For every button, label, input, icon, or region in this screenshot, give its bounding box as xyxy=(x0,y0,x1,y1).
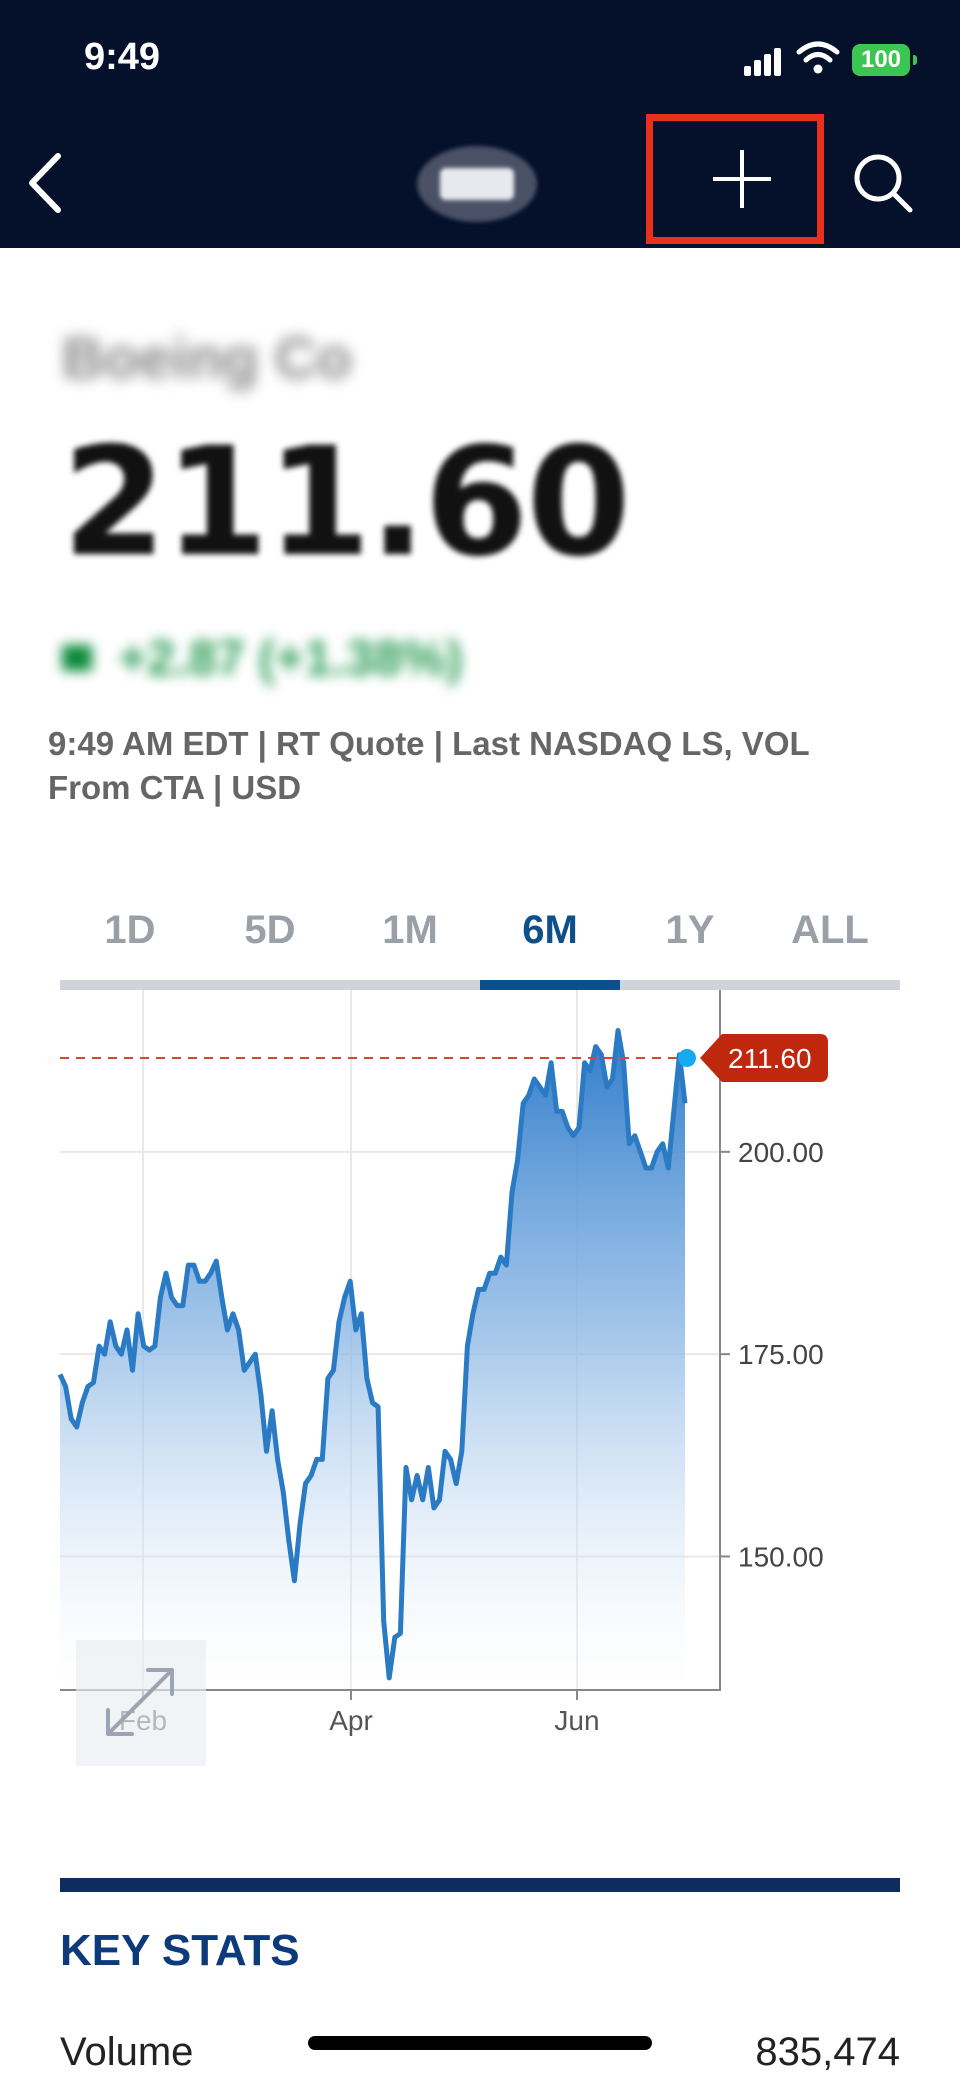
quote-metadata: 9:49 AM EDT | RT Quote | Last NASDAQ LS,… xyxy=(48,725,810,806)
volume-value: 835,474 xyxy=(755,2030,900,2074)
last-price: 211.60 xyxy=(62,416,631,590)
volume-label: Volume xyxy=(60,2030,194,2074)
up-arrow-icon xyxy=(62,645,92,671)
price-change-text: +2.87 (+1.38%) xyxy=(118,630,463,686)
tab-all[interactable]: ALL xyxy=(791,908,869,952)
y-tick-label: 200.00 xyxy=(738,1137,824,1168)
y-tick-label: 175.00 xyxy=(738,1339,824,1370)
tab-1d[interactable]: 1D xyxy=(104,908,156,952)
last-price-point xyxy=(678,1048,696,1067)
price-area-fill xyxy=(60,1030,685,1690)
current-price-tag: 211.60 xyxy=(700,1033,828,1082)
company-name: Boeing Co xyxy=(62,326,352,391)
battery-indicator: 100 xyxy=(852,44,917,76)
status-bar-time: 9:49 xyxy=(84,36,161,78)
current-price-tag-label: 211.60 xyxy=(728,1043,812,1074)
tab-1m[interactable]: 1M xyxy=(382,908,438,952)
expand-icon xyxy=(106,1668,174,1736)
wifi-icon xyxy=(796,41,840,74)
price-line xyxy=(57,1028,688,1681)
chart-axes xyxy=(60,990,721,1691)
range-tabs: 1D 5D 1M 6M 1Y ALL xyxy=(60,908,900,980)
tab-6m[interactable]: 6M xyxy=(522,908,578,952)
search-icon[interactable] xyxy=(850,150,916,216)
app-logo xyxy=(417,146,537,222)
price-change: +2.87 (+1.38%) xyxy=(62,628,582,688)
add-to-watchlist-button[interactable] xyxy=(646,114,824,244)
tab-5d[interactable]: 5D xyxy=(244,908,296,952)
home-indicator xyxy=(308,2036,652,2050)
cellular-signal-icon xyxy=(744,48,784,76)
key-stats-divider xyxy=(60,1878,900,1892)
active-tab-indicator xyxy=(480,980,620,990)
expand-chart-button[interactable] xyxy=(76,1640,206,1766)
x-tick-label: Jun xyxy=(554,1705,599,1736)
y-tick-label: 150.00 xyxy=(738,1541,824,1572)
x-tick-label: Apr xyxy=(329,1705,373,1736)
tab-1y[interactable]: 1Y xyxy=(665,908,715,952)
back-button[interactable] xyxy=(20,148,70,218)
key-stats-title: KEY STATS xyxy=(60,1926,300,1975)
